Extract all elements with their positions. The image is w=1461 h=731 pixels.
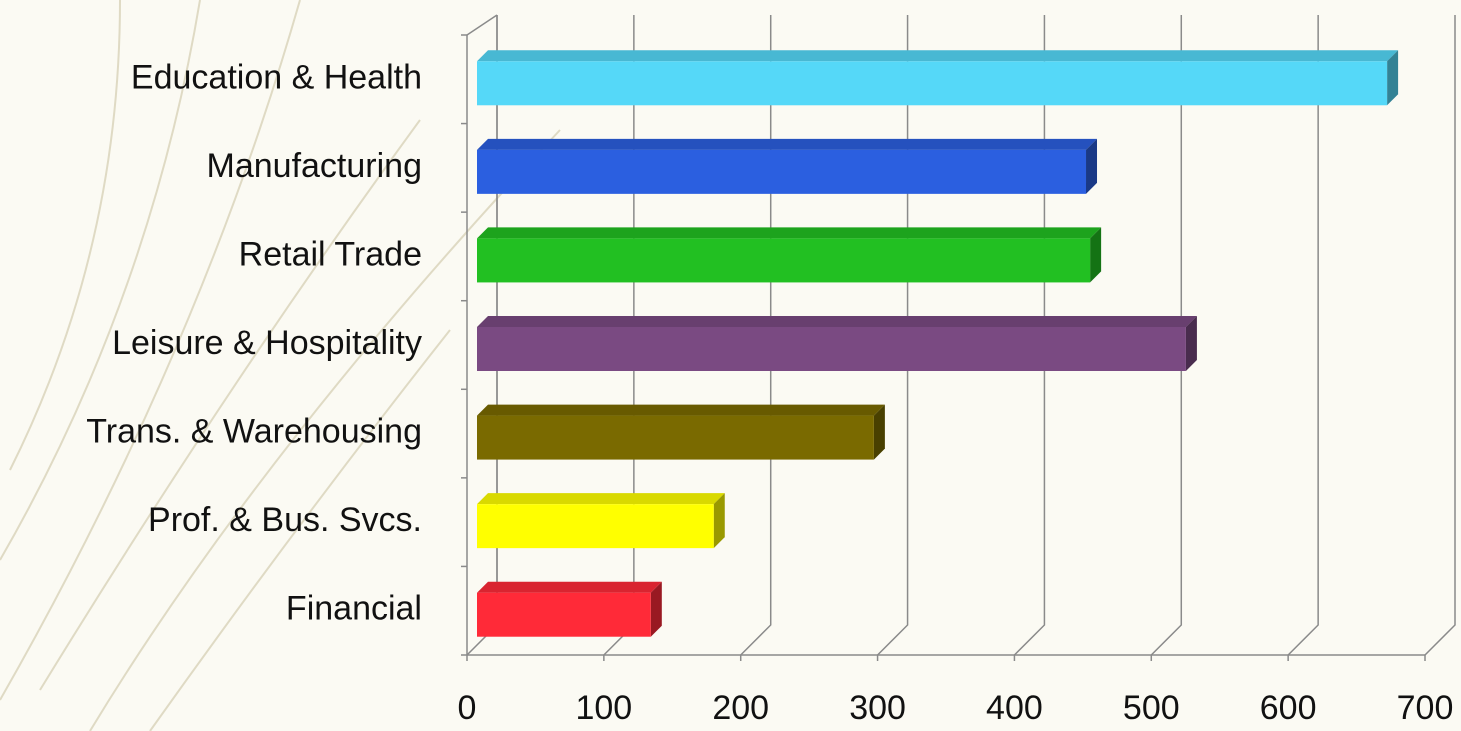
bar (477, 327, 1186, 371)
bar-top (477, 493, 725, 505)
bar (477, 238, 1091, 283)
y-tick-label: Prof. & Bus. Svcs. (148, 501, 422, 539)
y-tick-label: Retail Trade (239, 235, 422, 273)
bar-side (1185, 316, 1197, 371)
bar-side (1090, 227, 1102, 283)
bar (477, 149, 1087, 194)
bar-top (477, 581, 662, 593)
y-tick-label: Financial (286, 590, 422, 628)
bar-top (477, 404, 885, 416)
y-tick-label: Education & Health (131, 58, 422, 96)
x-tick-label: 400 (986, 689, 1043, 727)
grid-line (1150, 15, 1183, 656)
background-leaf (0, 0, 561, 731)
bar-side (713, 493, 725, 549)
bar-top (477, 138, 1098, 150)
y-tick-label: Trans. & Warehousing (86, 413, 422, 451)
bar (477, 592, 651, 637)
grid-line (1287, 15, 1319, 656)
grid-line (740, 15, 772, 656)
bar-top (477, 227, 1102, 239)
x-tick-label: 300 (849, 689, 906, 727)
x-tick-label: 0 (458, 689, 477, 727)
bar-top (477, 316, 1197, 327)
grid-line (877, 15, 909, 656)
x-tick-label: 500 (1123, 689, 1180, 727)
bar (477, 504, 714, 549)
bar (477, 61, 1388, 106)
axis-line (466, 14, 498, 36)
x-tick-label: 700 (1397, 689, 1454, 727)
bar-side (650, 581, 662, 637)
bar-top (477, 50, 1399, 62)
x-tick-label: 600 (1260, 689, 1317, 727)
y-tick-label: Leisure & Hospitality (112, 324, 422, 362)
grid-line (1424, 15, 1456, 656)
x-tick-label: 200 (712, 689, 769, 727)
bar (477, 415, 874, 460)
y-tick-label: Manufacturing (207, 147, 422, 185)
grid-line (1013, 15, 1046, 656)
bar-side (1086, 138, 1098, 194)
x-tick-label: 100 (575, 689, 632, 727)
bar-side (873, 404, 885, 460)
bar-side (1387, 50, 1399, 106)
